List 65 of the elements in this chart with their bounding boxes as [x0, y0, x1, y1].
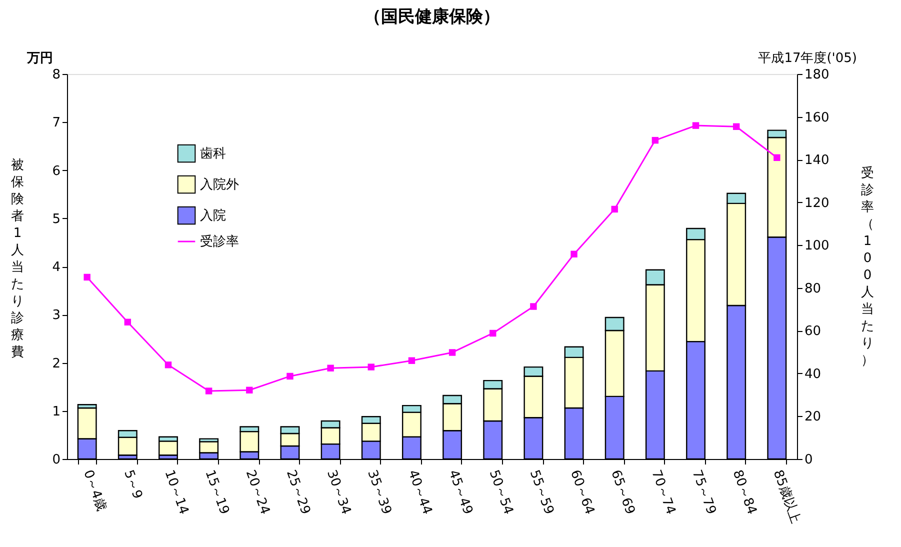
point: [246, 386, 253, 394]
x-tick-label: 5～9: [120, 468, 145, 501]
point: [164, 362, 172, 368]
point: [652, 136, 659, 144]
point: [530, 303, 537, 310]
x-tick-label: 0～4歳: [80, 468, 109, 514]
text: 万円: [26, 51, 53, 66]
x-tick-label: 25～29: [282, 468, 313, 517]
y2-tick-label: 80: [804, 281, 822, 296]
point: [286, 372, 294, 380]
y2-tick-label: 0: [804, 452, 813, 468]
y2-tick-label: 60: [804, 324, 822, 340]
legend-label: 歯科: [200, 146, 226, 162]
y2-tick-label: 40: [804, 366, 822, 382]
y-tick-label: 1: [52, 404, 60, 420]
legend-label: 受診率: [200, 234, 239, 250]
point: [327, 364, 334, 372]
y2-tick-label: 20: [804, 410, 822, 425]
y-tick-label: 4: [52, 260, 60, 275]
point: [732, 123, 740, 130]
y2-tick-label: 140: [804, 153, 830, 168]
x-tick-label: 55～59: [526, 468, 556, 517]
point: [692, 122, 700, 129]
point: [124, 318, 132, 326]
text: 被保険者1人当たり診療費: [11, 158, 24, 360]
x-tick-label: 75～79: [688, 468, 719, 517]
x-tick-label: 30～34: [324, 468, 354, 517]
point: [774, 154, 780, 161]
point: [570, 250, 578, 258]
x-tick-label: 10～14: [161, 468, 192, 517]
point: [448, 349, 456, 356]
point: [611, 206, 618, 213]
y2-tick-label: 180: [804, 68, 830, 82]
x-tick-label: 80～84: [729, 468, 760, 517]
y-tick-label: 8: [52, 68, 60, 82]
y-tick-label: 2: [52, 356, 60, 372]
point: [205, 388, 212, 394]
legend-label: 入院: [200, 208, 226, 224]
point: [84, 274, 90, 281]
y2-tick-label: 120: [804, 196, 830, 211]
y-tick-label: 7: [52, 116, 60, 131]
x-tick-label: 50～54: [486, 468, 516, 517]
x-tick-label: 85歳以上: [770, 468, 803, 526]
point: [490, 330, 496, 337]
chart-title: （国民健康保険）: [364, 7, 500, 27]
y-tick-label: 0: [52, 452, 60, 468]
x-tick-label: 70～74: [648, 468, 678, 517]
x-tick-label: 45～49: [445, 468, 476, 517]
point: [368, 364, 374, 370]
bar: [158, 440, 178, 456]
y2-tick-label: 100: [804, 238, 830, 254]
y-tick-label: 3: [52, 308, 60, 324]
y2-tick-label: 160: [804, 110, 830, 126]
x-tick-label: 60～64: [567, 468, 597, 517]
y-tick-label: 5: [52, 212, 60, 227]
x-tick-label: 40～44: [404, 468, 435, 517]
text: 受診率（100人当たり）: [861, 166, 874, 368]
x-tick-label: 15～19: [202, 468, 232, 517]
point: [408, 357, 416, 364]
text: 平成17年度('05): [758, 50, 857, 66]
legend-label: 入院外: [200, 178, 239, 192]
x-tick-label: 35～39: [364, 468, 394, 517]
x-tick-label: 65～69: [608, 468, 638, 517]
y-tick-label: 6: [52, 164, 60, 179]
x-tick-label: 20～24: [242, 468, 272, 517]
